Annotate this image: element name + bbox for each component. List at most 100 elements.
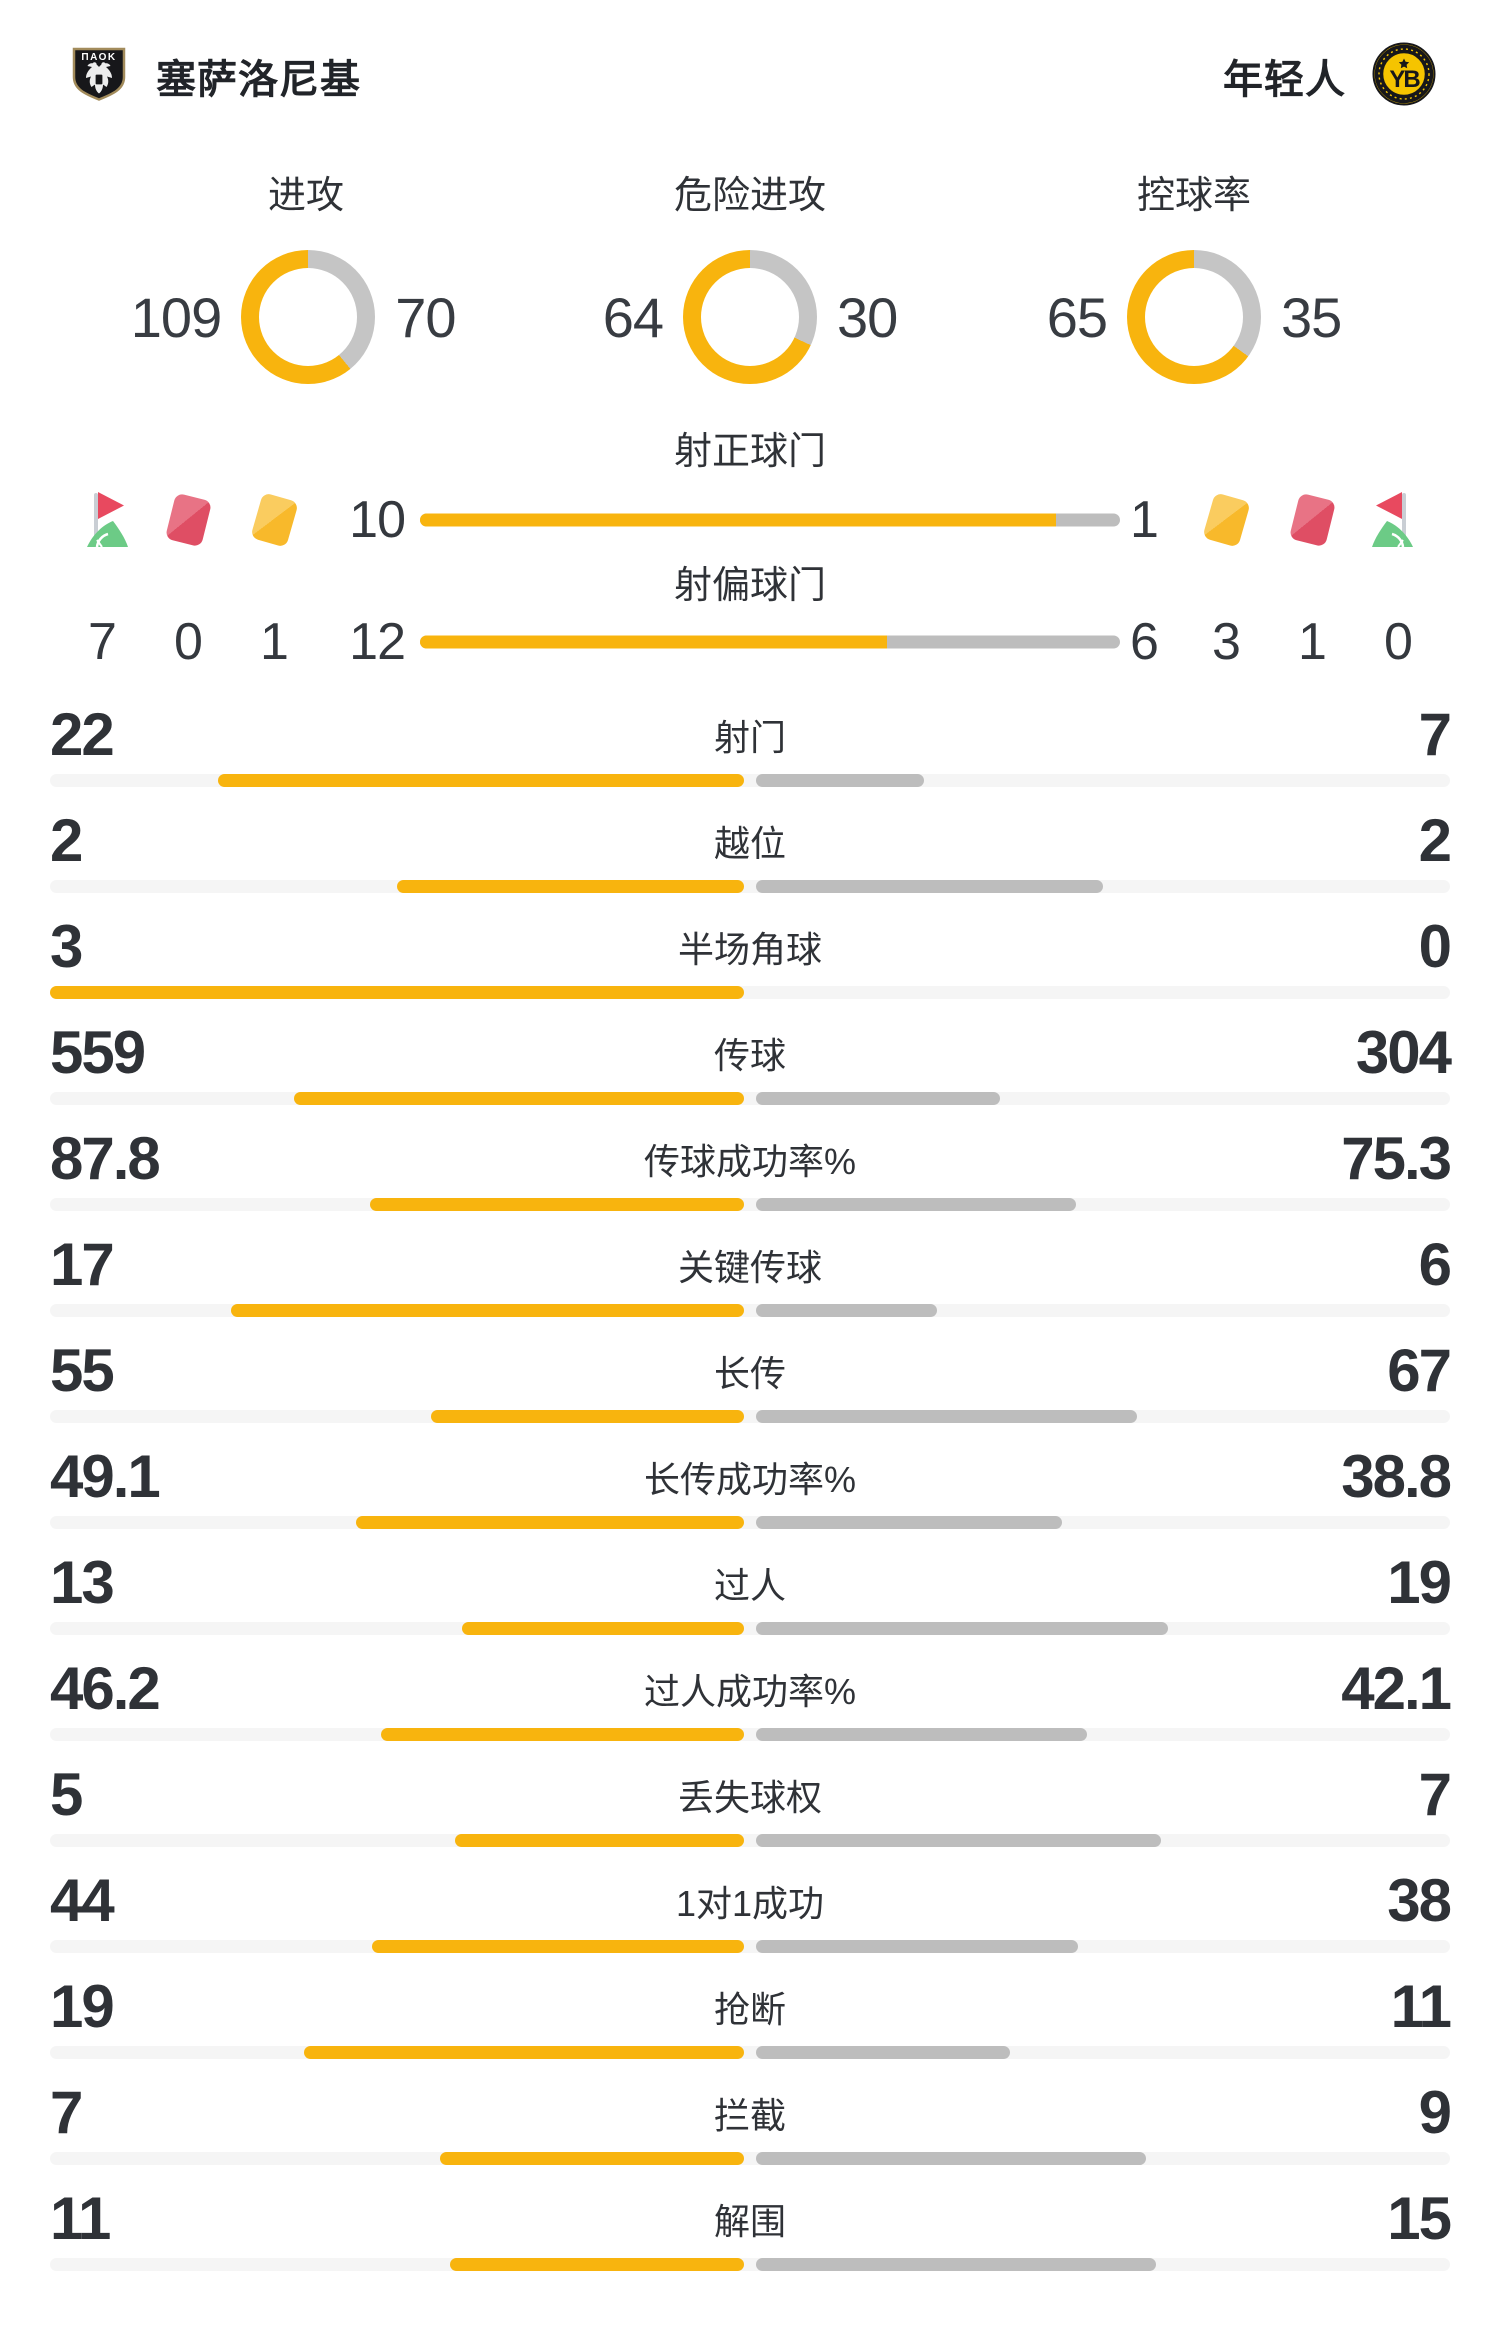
shots-on-target-line: 10 1 [0, 486, 1500, 554]
stat-label: 丢失球权 [677, 1777, 822, 1818]
shots-on-target-home-bar [420, 513, 1057, 527]
stat-away-bar [756, 2258, 1156, 2271]
shots-off-target-home-value: 12 [349, 613, 406, 671]
stat-label: 拦截 [713, 2095, 786, 2136]
stat-row: 5 丢失球权 7 [50, 1761, 1452, 1874]
stat-home-bar [381, 1728, 744, 1741]
donut-away-value: 70 [395, 285, 456, 349]
stat-row: 22 射门 7 [50, 701, 1452, 814]
stat-away-value: 15 [1387, 2185, 1452, 2252]
away-corners-count: 0 [1384, 613, 1413, 671]
donut-home-value: 65 [1046, 285, 1108, 349]
stat-row: 11 解围 15 [50, 2185, 1452, 2298]
home-corners-count: 7 [88, 613, 117, 671]
stat-label: 越位 [713, 823, 786, 864]
stat-label: 抢断 [713, 1989, 786, 2030]
stat-label: 解围 [713, 2201, 786, 2242]
away-yellow-card-icon [1194, 492, 1258, 548]
stat-home-value: 11 [50, 2185, 111, 2252]
stat-home-value: 87.8 [50, 1125, 161, 1192]
stat-label: 射门 [713, 717, 786, 758]
home-yellow-cards-count: 1 [260, 613, 289, 671]
stat-home-bar [431, 1410, 744, 1423]
stat-away-value: 7 [1418, 1761, 1452, 1828]
stat-away-bar [756, 1940, 1078, 1953]
stat-home-bar [304, 2046, 744, 2059]
stat-home-bar [231, 1304, 744, 1317]
stat-away-value: 2 [1418, 807, 1452, 874]
stat-home-value: 44 [50, 1867, 115, 1934]
stat-home-value: 2 [50, 807, 83, 874]
stat-home-bar [397, 880, 744, 893]
away-red-cards-count: 1 [1298, 613, 1327, 671]
discipline-count-line: 7 0 1 12 6 3 1 0 [0, 613, 1500, 671]
home-team: ΠΑΟΚ 塞萨洛尼基 [68, 45, 361, 108]
donut-chart [241, 250, 376, 384]
stat-away-bar [756, 1622, 1168, 1635]
shots-on-target-bar [420, 513, 1120, 527]
stat-bar-track [50, 1622, 1450, 1635]
stat-label: 过人 [713, 1565, 786, 1606]
stat-bar-track [50, 1728, 1450, 1741]
stat-home-bar [370, 1198, 744, 1211]
stats-list: 22 射门 7 2 越位 2 3 [0, 701, 1500, 2298]
stat-row: 3 半场角球 0 [50, 913, 1452, 1026]
stat-away-value: 67 [1387, 1337, 1452, 1404]
stat-away-bar [756, 774, 924, 787]
donut-group: 控球率 65 35 [1024, 172, 1364, 384]
stat-home-bar [294, 1092, 744, 1105]
away-yellow-cards-count: 3 [1212, 613, 1241, 671]
stat-away-value: 9 [1418, 2079, 1452, 2146]
donut-group: 进攻 109 70 [131, 172, 476, 384]
stat-home-value: 19 [50, 1973, 115, 2040]
home-team-name: 塞萨洛尼基 [156, 58, 361, 102]
stat-row: 49.1 长传成功率% 38.8 [50, 1443, 1452, 1556]
stat-away-bar [756, 1410, 1137, 1423]
home-red-card-icon [156, 492, 220, 548]
stat-away-bar [756, 1516, 1062, 1529]
stat-home-bar [372, 1940, 744, 1953]
paok-logo: ΠΑΟΚ [68, 45, 130, 108]
donut-away-value: 30 [837, 285, 898, 349]
stat-away-bar [756, 1198, 1076, 1211]
stat-away-value: 38.8 [1341, 1443, 1452, 1510]
shots-on-target-away-value: 1 [1130, 491, 1159, 549]
stat-home-value: 3 [50, 913, 83, 980]
stat-label: 长传成功率% [643, 1459, 856, 1500]
yb-star [1398, 58, 1410, 68]
stat-home-value: 49.1 [50, 1443, 161, 1510]
donut-home-value: 109 [130, 285, 222, 349]
stat-home-bar [218, 774, 744, 787]
home-red-cards-count: 0 [174, 613, 203, 671]
paok-logo-text: ΠΑΟΚ [81, 52, 116, 63]
donut-group: 危险进攻 64 30 [580, 172, 920, 384]
stat-away-value: 42.1 [1341, 1655, 1452, 1722]
stat-away-value: 19 [1387, 1549, 1452, 1616]
stat-label: 过人成功率% [643, 1671, 856, 1712]
stat-row: 19 抢断 11 [50, 1973, 1452, 2086]
shots-on-target-home-value: 10 [349, 491, 406, 549]
stat-row: 87.8 传球成功率% 75.3 [50, 1125, 1452, 1238]
stat-home-value: 55 [50, 1337, 115, 1404]
stat-row: 44 1对1成功 38 [50, 1867, 1452, 1980]
home-corner-flag-icon [70, 490, 134, 550]
stat-away-value: 6 [1418, 1231, 1452, 1298]
stat-away-bar [756, 1728, 1087, 1741]
stat-home-value: 559 [50, 1019, 146, 1086]
stat-away-value: 38 [1387, 1867, 1452, 1934]
stat-away-bar [756, 1092, 1000, 1105]
away-team-name: 年轻人 [1223, 58, 1346, 102]
donut-away-value: 35 [1281, 285, 1342, 349]
stat-home-value: 7 [50, 2079, 83, 2146]
stat-away-bar [756, 1834, 1161, 1847]
stat-bar-track [50, 2258, 1450, 2271]
stat-away-value: 11 [1390, 1973, 1452, 2040]
away-corner-flag-icon [1366, 490, 1430, 550]
stat-away-value: 7 [1418, 701, 1452, 768]
stat-home-bar [450, 2258, 744, 2271]
stat-away-bar [756, 2152, 1146, 2165]
stat-label: 传球 [713, 1035, 786, 1076]
stat-away-value: 304 [1355, 1019, 1452, 1086]
donut-chart [683, 250, 817, 384]
stat-row: 17 关键传球 6 [50, 1231, 1452, 1344]
